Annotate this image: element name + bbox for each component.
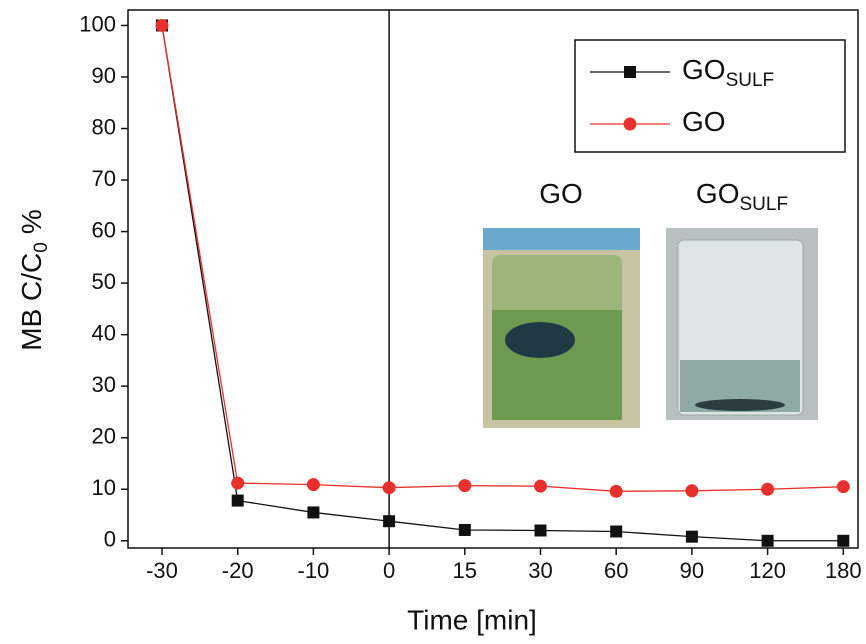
y-tick-label: 10 [92,475,116,500]
marker [232,495,244,507]
marker [610,526,622,538]
marker [307,506,319,518]
x-tick-label: 15 [453,558,477,583]
marker [458,479,471,492]
y-tick-label: 0 [104,527,116,552]
x-tick-label: 180 [825,558,862,583]
inset-text: GO [696,178,740,209]
marker [156,19,169,32]
marker [837,480,850,493]
y-tick-label: 40 [92,320,116,345]
marker [534,480,547,493]
x-axis-label: Time [min] [407,604,537,635]
marker [624,118,637,131]
y-tick-label: 100 [79,11,116,36]
y-tick-label: 20 [92,424,116,449]
marker [762,535,774,547]
x-tick-label: -20 [222,558,254,583]
legend-name: GO [682,54,726,85]
legend-subscript: SULF [726,70,775,91]
y-tick-label: 50 [92,269,116,294]
y-tick-label: 70 [92,166,116,191]
marker [761,483,774,496]
x-tick-label: 0 [383,558,395,583]
x-tick-label: -30 [146,558,178,583]
chart: Time [min] MB C/C0% 0 10 20 30 40 50 60 70 80 90 1… [0,0,866,644]
y-tick-label: 30 [92,372,116,397]
marker [383,481,396,494]
marker [624,66,636,78]
y-tick-label: 60 [92,217,116,242]
y-tick-label: 90 [92,63,116,88]
marker [459,524,471,536]
x-tick-label: 90 [680,558,704,583]
inset-subscript: SULF [739,194,788,215]
marker [383,515,395,527]
legend-label: GO [682,106,726,137]
marker [686,531,698,543]
marker [610,485,623,498]
marker [685,484,698,497]
inset-text: GO [539,178,583,209]
legend-name: GO [682,106,726,137]
inset-label: GO [539,178,583,209]
y-axis-label: MB C/C0% [16,209,52,350]
marker [307,478,320,491]
x-tick-label: 60 [604,558,628,583]
inset-photos [483,228,818,428]
x-tick-label: -10 [298,558,330,583]
y-tick-label: 80 [92,114,116,139]
x-tick-label: 30 [528,558,552,583]
x-tick-label: 120 [749,558,786,583]
marker [231,477,244,490]
inset-label: GOSULF [696,178,788,215]
marker [837,535,849,547]
marker [535,524,547,536]
